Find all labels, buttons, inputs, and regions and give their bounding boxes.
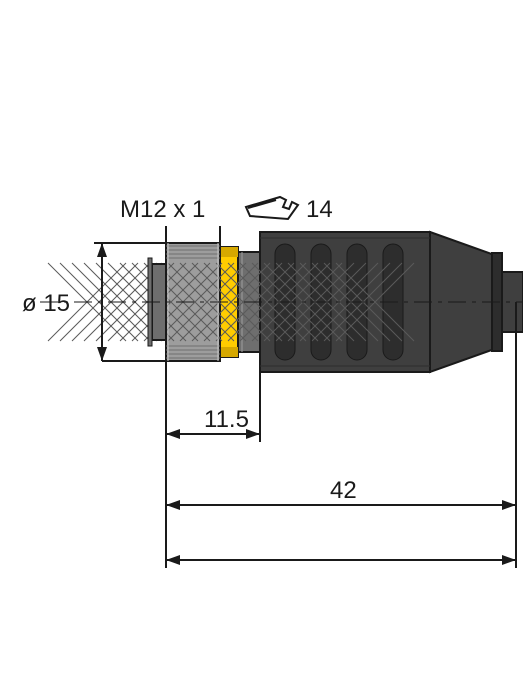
- wrench-size-label: 14: [306, 196, 333, 224]
- thread-spec-label: M12 x 1: [120, 196, 205, 224]
- diameter-label: ø 15: [22, 290, 70, 318]
- drawing-canvas: M12 x 1 14 ø 15 11.5 42: [0, 0, 523, 700]
- length-11-5-label: 11.5: [204, 406, 249, 434]
- length-42-label: 42: [330, 477, 357, 505]
- technical-drawing: [0, 0, 523, 700]
